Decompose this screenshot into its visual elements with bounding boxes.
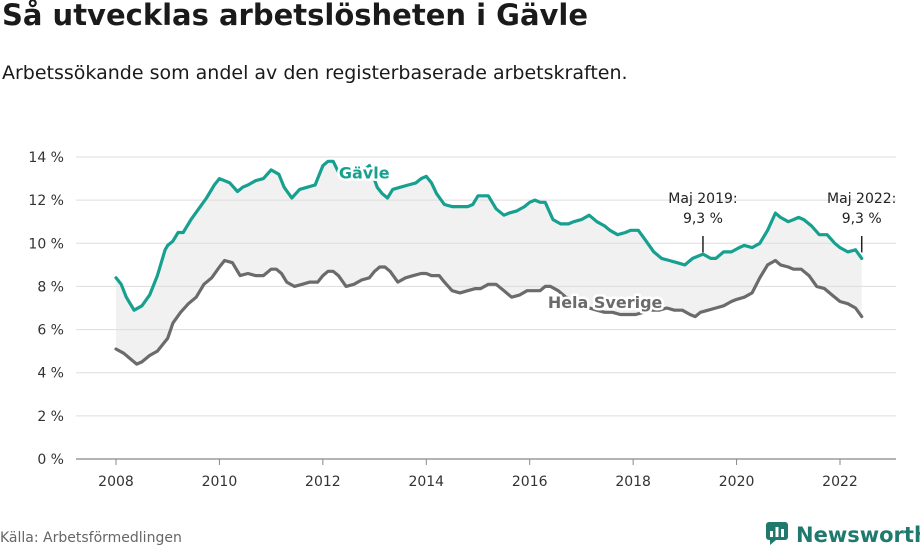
brand-name: Newsworthy xyxy=(796,523,920,547)
page-title: Så utvecklas arbetslösheten i Gävle xyxy=(2,0,589,32)
x-tick-label: 2022 xyxy=(822,474,858,490)
series-line-hela-sverige xyxy=(114,258,864,366)
y-tick-label: 2 % xyxy=(37,409,64,425)
brand-logo[interactable]: Newsworthy xyxy=(766,520,920,550)
y-tick-label: 8 % xyxy=(37,279,64,295)
difference-band-layer xyxy=(116,161,862,365)
x-tick-label: 2016 xyxy=(512,474,548,490)
y-axis-ticks: 0 % 2 % 4 % 6 % 8 % 10 % 12 % 14 % xyxy=(28,150,64,468)
series-lines xyxy=(114,159,864,366)
x-tick-label: 2008 xyxy=(98,474,134,490)
x-tick-label: 2018 xyxy=(615,474,651,490)
x-tick-label: 2020 xyxy=(719,474,755,490)
y-tick-label: 0 % xyxy=(37,452,64,468)
series-label-halo-sverige: Hela Sverige xyxy=(548,293,663,312)
annotation-value-maj2019: 9,3 % xyxy=(683,211,723,227)
series-label-sverige: Hela Sverige xyxy=(548,293,663,312)
y-tick-label: 6 % xyxy=(37,323,64,339)
annotations: Maj 2019: 9,3 % Maj 2022: 9,3 % xyxy=(668,191,896,253)
x-tick-label: 2014 xyxy=(408,474,444,490)
difference-band xyxy=(116,161,862,365)
x-tick-label: 2010 xyxy=(202,474,238,490)
y-tick-label: 10 % xyxy=(28,236,64,252)
bar-chart-speech-icon xyxy=(766,520,790,550)
y-tick-label: 12 % xyxy=(28,193,64,209)
series-label-gavle: Gävle xyxy=(339,164,390,183)
annotation-label-maj2019: Maj 2019: xyxy=(668,191,737,207)
series-line-gavle xyxy=(114,159,864,312)
page-subtitle: Arbetssökande som andel av den registerb… xyxy=(2,62,628,84)
series-label-halo-gavle: Gävle xyxy=(339,164,390,183)
annotation-label-maj2022: Maj 2022: xyxy=(827,191,896,207)
annotation-value-maj2022: 9,3 % xyxy=(842,211,882,227)
x-axis-ticks: 2008 2010 2012 2014 2016 2018 2020 2022 xyxy=(98,459,858,490)
x-tick-label: 2012 xyxy=(305,474,341,490)
y-tick-label: 14 % xyxy=(28,150,64,166)
source-note: Källa: Arbetsförmedlingen xyxy=(0,530,182,546)
y-tick-label: 4 % xyxy=(37,366,64,382)
